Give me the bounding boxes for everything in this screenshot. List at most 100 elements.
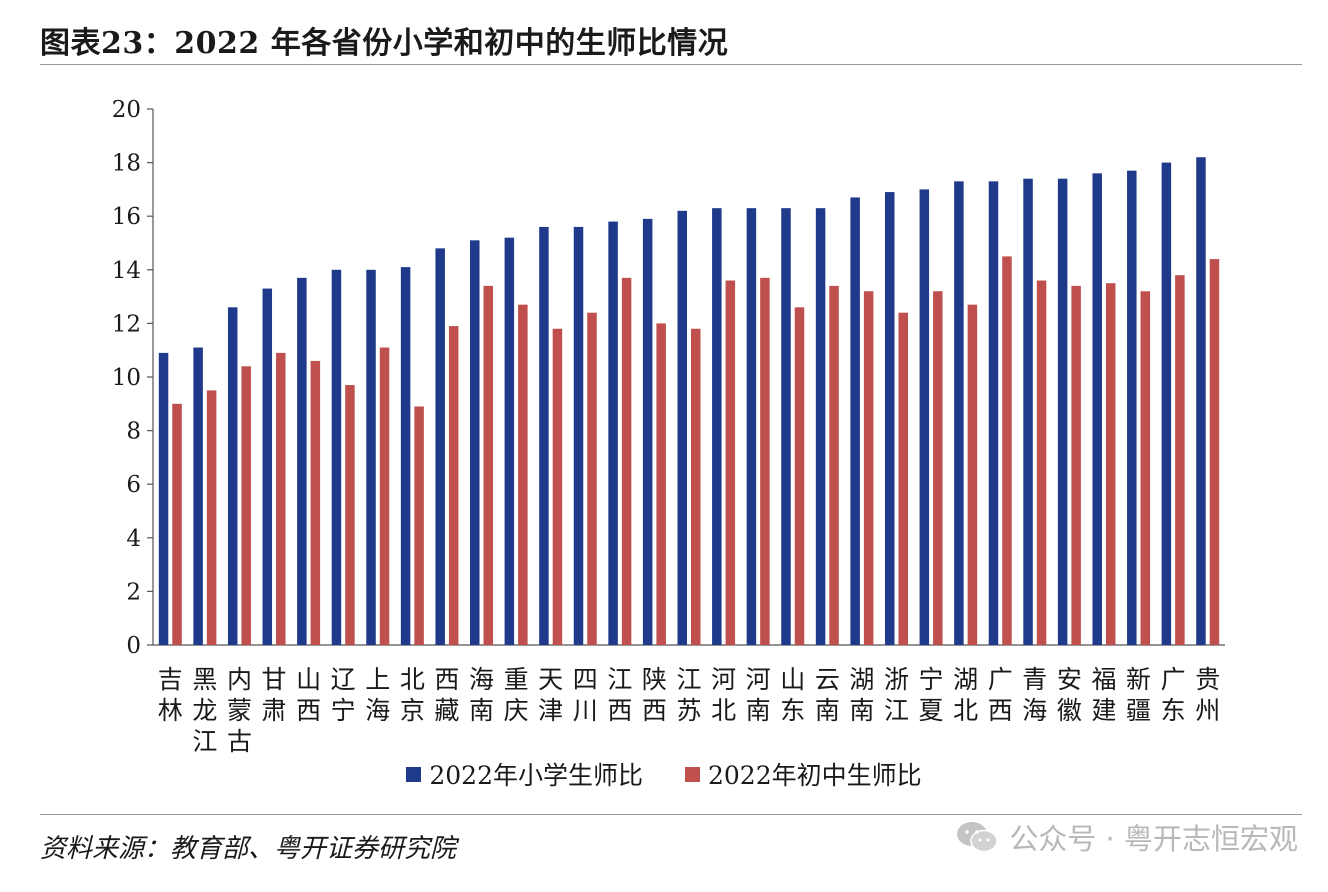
bar-middle <box>691 328 701 645</box>
category-label: 云 <box>815 665 840 694</box>
category-label: 山 <box>780 665 805 694</box>
bar-middle <box>1209 259 1220 645</box>
legend-label-primary: 2022年小学生师比 <box>429 761 643 790</box>
category-label: 广 <box>1161 665 1186 694</box>
bar-middle <box>483 285 494 645</box>
category-label: 北 <box>400 665 425 694</box>
bar-primary <box>366 269 376 645</box>
bar-middle <box>448 326 459 645</box>
category-label: 湖 <box>849 665 874 694</box>
bar-middle <box>967 304 978 645</box>
bar-primary <box>573 226 584 646</box>
category-label: 湖 <box>953 665 978 694</box>
bar-primary <box>712 208 722 645</box>
bar-primary <box>919 189 930 645</box>
watermark-text: 公众号 · 粤开志恒宏观 <box>1009 822 1298 856</box>
category-label: 甘 <box>262 665 287 694</box>
category-label: 辽 <box>331 665 356 694</box>
category-label: 新 <box>1126 665 1151 694</box>
bar-middle <box>656 323 666 645</box>
y-tick-label: 8 <box>126 419 141 445</box>
bar-primary <box>1196 157 1206 646</box>
bar-middle <box>1002 256 1012 645</box>
category-label: 肃 <box>262 696 287 725</box>
category-label: 浙 <box>884 665 909 694</box>
category-label: 陕 <box>642 665 667 694</box>
bar-primary <box>1023 178 1033 645</box>
bar-middle <box>379 347 390 645</box>
bar-middle <box>1036 280 1047 645</box>
bar-primary <box>400 267 411 645</box>
bar-primary <box>158 352 169 645</box>
category-label: 东 <box>1161 696 1186 725</box>
bar-primary <box>642 218 653 645</box>
y-tick-label: 4 <box>126 526 141 552</box>
category-label: 江 <box>676 665 701 694</box>
category-label: 龙 <box>192 696 217 725</box>
bar-middle <box>725 280 736 645</box>
category-label: 蒙 <box>227 696 252 725</box>
category-label: 南 <box>469 696 494 725</box>
bar-primary <box>435 248 445 646</box>
category-label: 吉 <box>158 665 183 694</box>
y-tick-label: 14 <box>112 258 141 284</box>
bars <box>158 157 1220 646</box>
category-label: 林 <box>158 696 183 725</box>
category-label: 海 <box>365 696 390 725</box>
category-label: 内 <box>227 665 252 694</box>
category-labels: 吉林黑龙江内蒙古甘肃山西辽宁上海北京西藏海南重庆天津四川江西陕西江苏河北河南山东… <box>158 665 1220 756</box>
title-divider <box>40 64 1302 65</box>
category-label: 四 <box>573 665 598 694</box>
bar-primary <box>504 237 515 645</box>
category-label: 河 <box>746 665 771 694</box>
y-axis: 0 2 4 6 8 10 12 14 16 18 20 <box>112 97 154 659</box>
bar-middle <box>1140 291 1151 645</box>
category-label: 河 <box>711 665 736 694</box>
bar-middle <box>518 304 528 645</box>
category-label: 南 <box>815 696 840 725</box>
category-label: 江 <box>607 665 632 694</box>
category-label: 西 <box>642 696 667 725</box>
bar-primary <box>1127 170 1137 645</box>
bar-primary <box>539 226 549 646</box>
bar-primary <box>297 277 307 645</box>
category-label: 江 <box>884 696 909 725</box>
category-label: 海 <box>1022 696 1047 725</box>
category-label: 山 <box>296 665 321 694</box>
bar-middle <box>241 366 251 645</box>
bar-primary <box>781 208 791 645</box>
y-tick-label: 16 <box>112 204 141 230</box>
bar-middle <box>552 328 563 645</box>
category-label: 宁 <box>331 696 356 725</box>
category-label: 宁 <box>919 665 944 694</box>
chart-title: 图表23：2022 年各省份小学和初中的生师比情况 <box>40 26 729 61</box>
bar-middle <box>794 307 805 645</box>
bar-middle <box>621 277 632 645</box>
category-label: 苏 <box>676 696 701 725</box>
category-label: 上 <box>365 665 390 694</box>
bar-primary <box>470 240 480 645</box>
category-label: 西 <box>988 696 1013 725</box>
category-label: 青 <box>1022 665 1047 694</box>
bar-primary <box>1161 162 1172 645</box>
category-label: 川 <box>573 696 598 725</box>
bar-primary <box>227 307 238 645</box>
bar-middle <box>1175 275 1185 645</box>
bar-primary <box>677 210 687 645</box>
bar-primary <box>954 181 964 646</box>
legend-item-primary: 2022年小学生师比 <box>406 756 643 792</box>
bar-middle <box>760 277 770 645</box>
bar-middle <box>206 390 217 645</box>
watermark: 公众号 · 粤开志恒宏观 <box>955 816 1298 858</box>
category-label: 津 <box>538 696 563 725</box>
legend-swatch-middle <box>685 766 700 782</box>
bar-middle <box>1071 285 1081 645</box>
bar-primary <box>193 347 203 645</box>
y-tick-label: 10 <box>112 365 141 391</box>
y-tick-label: 20 <box>112 97 141 123</box>
category-label: 南 <box>849 696 874 725</box>
y-tick-label: 6 <box>126 472 141 498</box>
bar-middle <box>172 403 182 645</box>
bar-primary <box>850 197 860 645</box>
category-label: 州 <box>1195 696 1220 725</box>
